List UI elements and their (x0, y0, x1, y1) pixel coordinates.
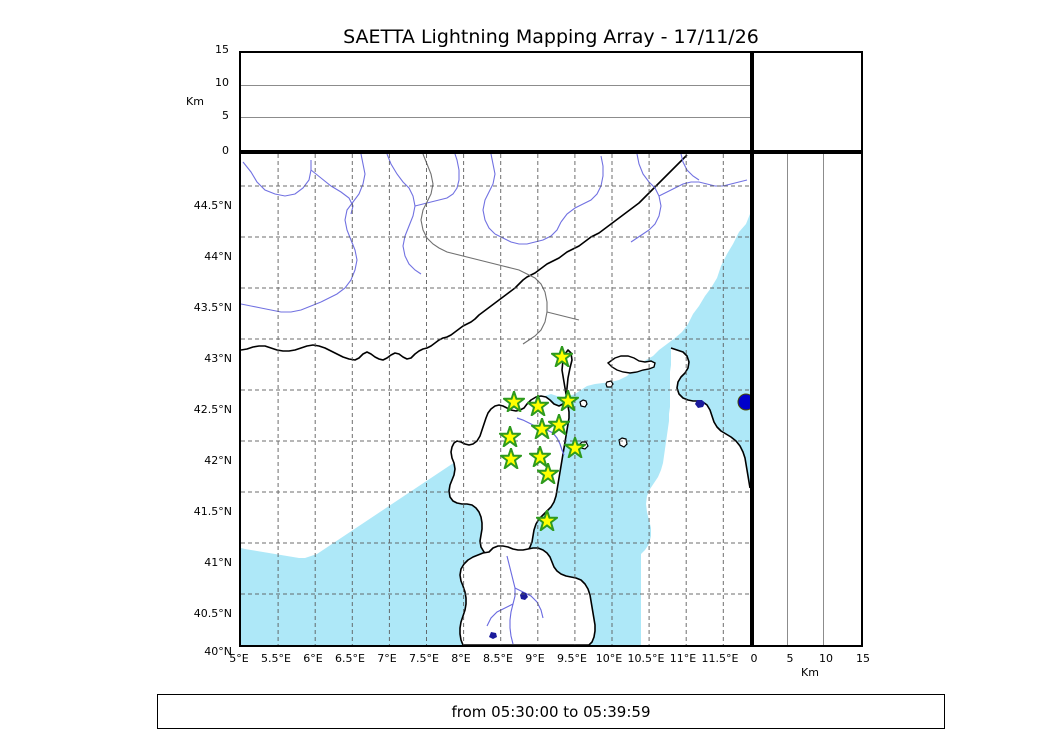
top-panel-axis-label-km: Km (186, 95, 204, 108)
time-range-bar[interactable]: from 05:30:00 to 05:39:59 (157, 694, 945, 729)
tick-lat-43: 43°N (204, 352, 232, 365)
tick-lat-43_5: 43.5°N (193, 301, 232, 314)
island-montecristo (618, 437, 628, 448)
right-panel-axis-label-km: Km (801, 666, 819, 679)
gridline-altitude-5 (241, 117, 750, 118)
tick-lon-10_5: 10.5°E (627, 652, 665, 665)
tick-top-y-15: 15 (215, 43, 229, 56)
corner-panel[interactable] (752, 51, 863, 152)
gridline-altitude-10 (241, 85, 750, 86)
lake-sardinia-2 (489, 632, 497, 639)
coastline-italy-west (670, 347, 750, 489)
tick-lon-11: 11°E (669, 652, 697, 665)
tick-top-y-0: 0 (222, 144, 229, 157)
landmass-sardinia (459, 545, 596, 645)
tick-lon-6_5: 6.5°E (335, 652, 365, 665)
landmass-italy-west (641, 348, 750, 645)
tick-right-x-5: 5 (786, 652, 794, 665)
tick-right-x-0: 0 (750, 652, 758, 665)
tick-top-y-10: 10 (215, 76, 229, 89)
altitude-latitude-panel[interactable] (752, 152, 863, 647)
map-graphic (241, 154, 750, 645)
altitude-longitude-panel[interactable] (239, 51, 752, 152)
time-range-text: from 05:30:00 to 05:39:59 (451, 702, 651, 721)
gridline-km-10 (823, 154, 824, 645)
tick-lon-9_5: 9.5°E (557, 652, 587, 665)
island-elba (606, 355, 656, 374)
tick-lat-41_5: 41.5°N (193, 505, 232, 518)
tick-lon-8_5: 8.5°E (483, 652, 513, 665)
coastline-mainland (241, 154, 688, 361)
tick-right-x-10: 10 (819, 652, 833, 665)
lake-italy-1 (695, 400, 705, 408)
gridline-km-5 (787, 154, 788, 645)
island-gorgona (579, 399, 588, 408)
rivers-sardinia (486, 555, 544, 645)
tick-lon-11_5: 11.5°E (701, 652, 739, 665)
tick-lon-7: 7°E (377, 652, 397, 665)
tick-lon-5: 5°E (229, 652, 249, 665)
map-panel[interactable] (239, 152, 752, 647)
tick-lat-44: 44°N (204, 250, 232, 263)
tick-right-x-15: 15 (856, 652, 870, 665)
tick-lat-42: 42°N (204, 454, 232, 467)
tick-lat-41: 41°N (204, 556, 232, 569)
borders-layer (420, 154, 580, 345)
tick-lat-44_5: 44.5°N (193, 199, 232, 212)
tick-lon-10: 10°E (595, 652, 623, 665)
rivers-layer (241, 154, 748, 313)
vhf-source-marker[interactable] (737, 393, 750, 411)
page-title: SAETTA Lightning Mapping Array - 17/11/2… (343, 26, 759, 48)
tick-lon-5_5: 5.5°E (261, 652, 291, 665)
tick-lon-8: 8°E (451, 652, 471, 665)
tick-lat-40_5: 40.5°N (193, 607, 232, 620)
tick-lon-9: 9°E (525, 652, 545, 665)
island-pianosa (605, 380, 614, 388)
tick-lat-40: 40°N (204, 645, 232, 658)
tick-lat-42_5: 42.5°N (193, 403, 232, 416)
landmass-europe (241, 154, 750, 558)
tick-lon-7_5: 7.5°E (409, 652, 439, 665)
tick-lon-6: 6°E (303, 652, 323, 665)
tick-top-y-5: 5 (222, 109, 229, 122)
